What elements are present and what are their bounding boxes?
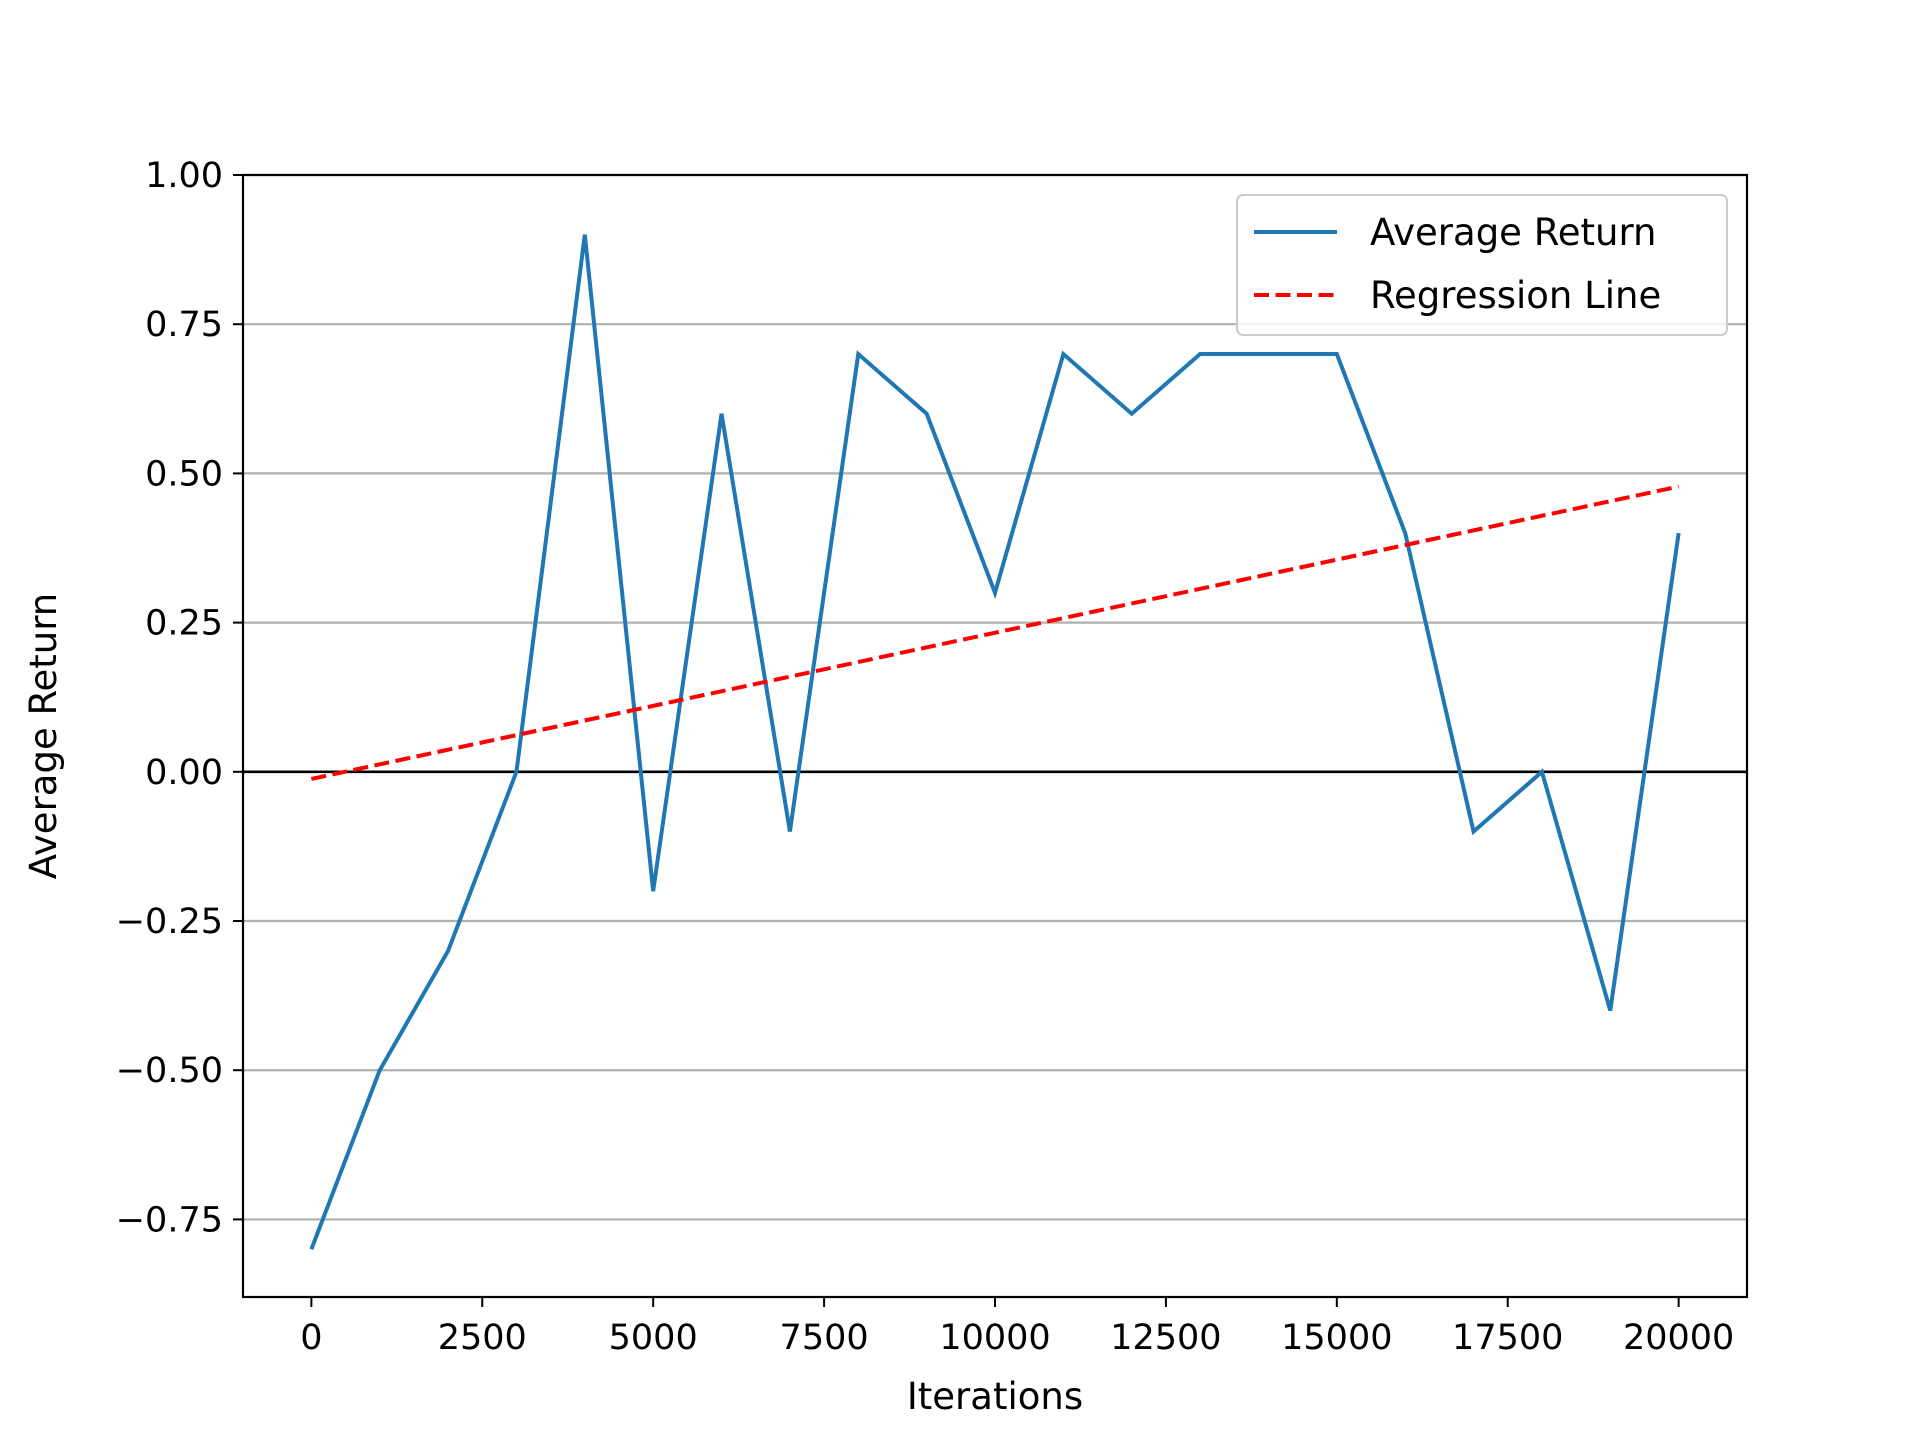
- series-layer: [309, 234, 1681, 1250]
- y-axis-ticks: −0.75 −0.50 −0.25 0.00 0.25 0.50 0.75 1.00: [116, 156, 243, 1240]
- y-tick-label-6: 0.75: [145, 305, 223, 345]
- x-axis-label: Iterations: [907, 1375, 1083, 1418]
- legend: Average Return Regression Line: [1236, 194, 1728, 336]
- x-axis-ticks: 0 2500 5000 7500 10000 12500 15000 17500 20000: [300, 1297, 1734, 1358]
- x-tick-label-1: 2500: [438, 1318, 527, 1358]
- y-tick-label-3: 0.00: [145, 753, 223, 793]
- y-tick-label-0: −0.75: [116, 1200, 223, 1240]
- y-tick-label-7: 1.00: [145, 156, 223, 196]
- x-tick-label-5: 12500: [1110, 1318, 1221, 1358]
- series-line-average-return: [309, 234, 1681, 1250]
- y-axis-label: Average Return: [22, 593, 65, 879]
- y-tick-label-4: 0.25: [145, 604, 223, 644]
- legend-label-average-return: Average Return: [1370, 211, 1656, 254]
- x-tick-label-3: 7500: [780, 1318, 869, 1358]
- x-tick-label-4: 10000: [939, 1318, 1050, 1358]
- y-tick-label-1: −0.50: [116, 1051, 223, 1091]
- y-tick-label-2: −0.25: [116, 902, 223, 942]
- x-tick-label-7: 17500: [1452, 1318, 1563, 1358]
- y-tick-label-5: 0.50: [145, 454, 223, 494]
- x-tick-label-8: 20000: [1623, 1318, 1734, 1358]
- series-line-regression-line: [310, 484, 1680, 781]
- x-tick-label-0: 0: [300, 1318, 322, 1358]
- plot-frame: [241, 173, 1749, 1299]
- x-tick-label-2: 5000: [609, 1318, 698, 1358]
- x-tick-label-6: 15000: [1281, 1318, 1392, 1358]
- legend-box: [1236, 194, 1728, 336]
- legend-label-regression-line: Regression Line: [1370, 274, 1661, 317]
